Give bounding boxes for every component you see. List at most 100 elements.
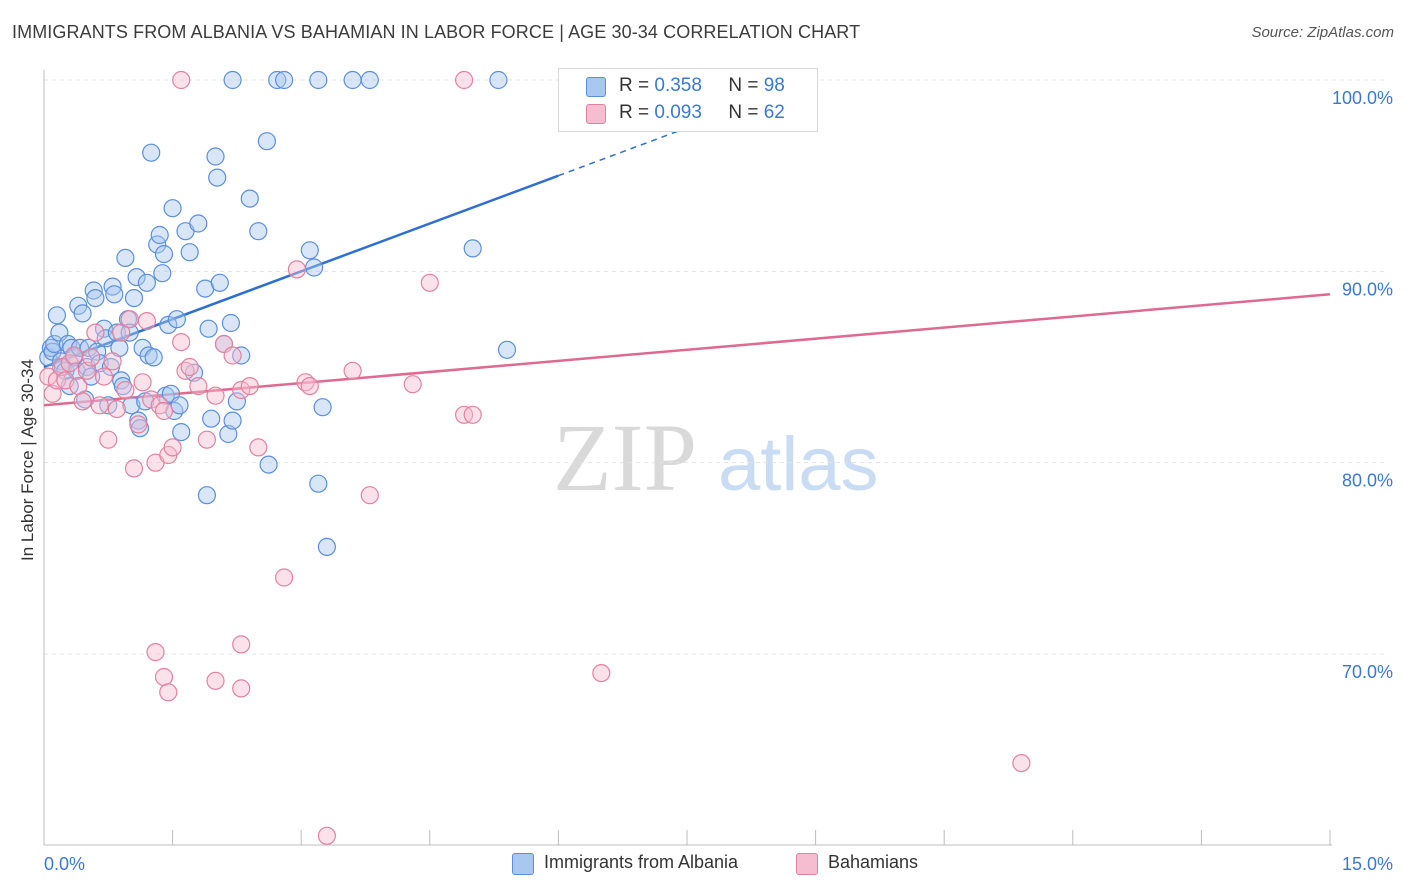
point-bahamians — [249, 438, 268, 457]
point-albania — [208, 168, 227, 187]
point-albania — [45, 334, 64, 354]
point-bahamians — [124, 459, 144, 478]
point-bahamians — [343, 361, 362, 380]
point-bahamians — [223, 346, 242, 365]
point-albania — [249, 222, 268, 241]
point-albania — [86, 289, 105, 308]
legend-n-label: N = — [728, 75, 759, 96]
y-tick-label: 80.0% — [1342, 471, 1393, 491]
point-bahamians — [112, 323, 131, 342]
source-credit: Source: ZipAtlas.com — [1251, 24, 1394, 41]
point-albania — [343, 70, 362, 90]
point-albania — [223, 70, 242, 90]
point-bahamians — [154, 667, 174, 687]
legend-n-label: N = — [728, 102, 759, 123]
point-bahamians — [43, 384, 62, 403]
legend-r-label: R = — [619, 75, 650, 96]
point-albania — [360, 70, 379, 90]
x-tick-labels: 0.0% 15.0% — [44, 854, 1393, 874]
point-albania — [219, 424, 238, 444]
point-bahamians — [86, 323, 105, 342]
legend-r-value-bahamians: 0.093 — [654, 102, 702, 123]
legend-r-value-albania: 0.358 — [654, 75, 702, 96]
point-bahamians — [99, 430, 118, 449]
point-bahamians — [77, 361, 97, 380]
point-bahamians — [39, 367, 58, 386]
point-albania — [189, 214, 208, 233]
point-bahamians — [592, 663, 611, 683]
point-albania — [317, 537, 336, 557]
point-bahamians — [137, 312, 156, 331]
y-tick-labels: 70.0% 80.0% 90.0% 100.0% — [1332, 88, 1393, 682]
point-bahamians — [232, 679, 251, 698]
point-albania — [142, 143, 161, 162]
y-tick-label: 100.0% — [1332, 88, 1393, 108]
y-tick-label: 70.0% — [1342, 662, 1393, 682]
point-albania — [105, 285, 124, 304]
point-albania — [305, 258, 324, 277]
bottom-legend-swatch-pink — [796, 853, 818, 875]
zipatlas-watermark: ZIP atlas — [553, 404, 879, 511]
chart-title: IMMIGRANTS FROM ALBANIA VS BAHAMIAN IN L… — [12, 22, 861, 42]
point-albania — [227, 392, 246, 411]
point-albania — [257, 132, 276, 151]
point-bahamians — [116, 380, 135, 400]
point-albania — [170, 396, 189, 415]
point-bahamians — [300, 377, 319, 396]
point-bahamians — [159, 683, 178, 702]
point-bahamians — [163, 438, 182, 457]
point-albania — [144, 348, 163, 367]
point-bahamians — [420, 273, 439, 292]
point-bahamians — [317, 826, 336, 845]
legend-swatch-blue — [586, 77, 606, 97]
x-ticks — [172, 830, 1331, 845]
point-bahamians — [103, 352, 122, 371]
point-albania — [47, 306, 67, 325]
point-bahamians — [206, 671, 225, 690]
point-albania — [163, 199, 182, 218]
point-bahamians — [463, 405, 482, 424]
point-bahamians — [133, 373, 152, 392]
point-bahamians — [73, 392, 92, 411]
bottom-legend-label-albania: Immigrants from Albania — [544, 852, 739, 872]
point-bahamians — [240, 377, 259, 396]
point-bahamians — [206, 386, 225, 405]
point-albania — [137, 273, 156, 292]
point-albania — [210, 273, 229, 292]
point-bahamians — [82, 348, 101, 367]
scatter-points — [39, 70, 1031, 845]
point-bahamians — [129, 415, 148, 434]
point-bahamians — [90, 396, 109, 415]
point-albania — [259, 455, 278, 474]
point-albania — [497, 340, 517, 359]
point-albania — [268, 70, 287, 90]
point-bahamians — [197, 430, 216, 449]
point-albania — [221, 313, 240, 333]
point-albania — [202, 409, 221, 428]
point-bahamians — [94, 367, 114, 386]
point-albania — [84, 281, 103, 300]
point-albania — [197, 486, 216, 505]
point-bahamians — [172, 70, 191, 90]
y-tick-label: 90.0% — [1342, 279, 1393, 299]
point-bahamians — [107, 400, 127, 419]
point-albania — [107, 323, 127, 342]
point-bahamians — [120, 310, 139, 329]
point-albania — [275, 70, 294, 90]
point-bahamians — [172, 333, 191, 352]
point-bahamians — [232, 380, 251, 400]
point-bahamians — [64, 346, 84, 365]
point-bahamians — [1012, 753, 1031, 773]
point-albania — [463, 239, 482, 258]
point-albania — [116, 248, 135, 267]
bottom-legend-label-bahamians: Bahamians — [828, 852, 919, 872]
point-albania — [103, 277, 122, 296]
point-bahamians — [146, 642, 165, 662]
watermark-atlas: atlas — [718, 422, 879, 507]
point-albania — [206, 147, 225, 166]
point-albania — [154, 245, 174, 264]
point-bahamians — [232, 635, 251, 654]
point-bahamians — [275, 568, 294, 587]
legend-swatch-pink — [586, 104, 606, 124]
